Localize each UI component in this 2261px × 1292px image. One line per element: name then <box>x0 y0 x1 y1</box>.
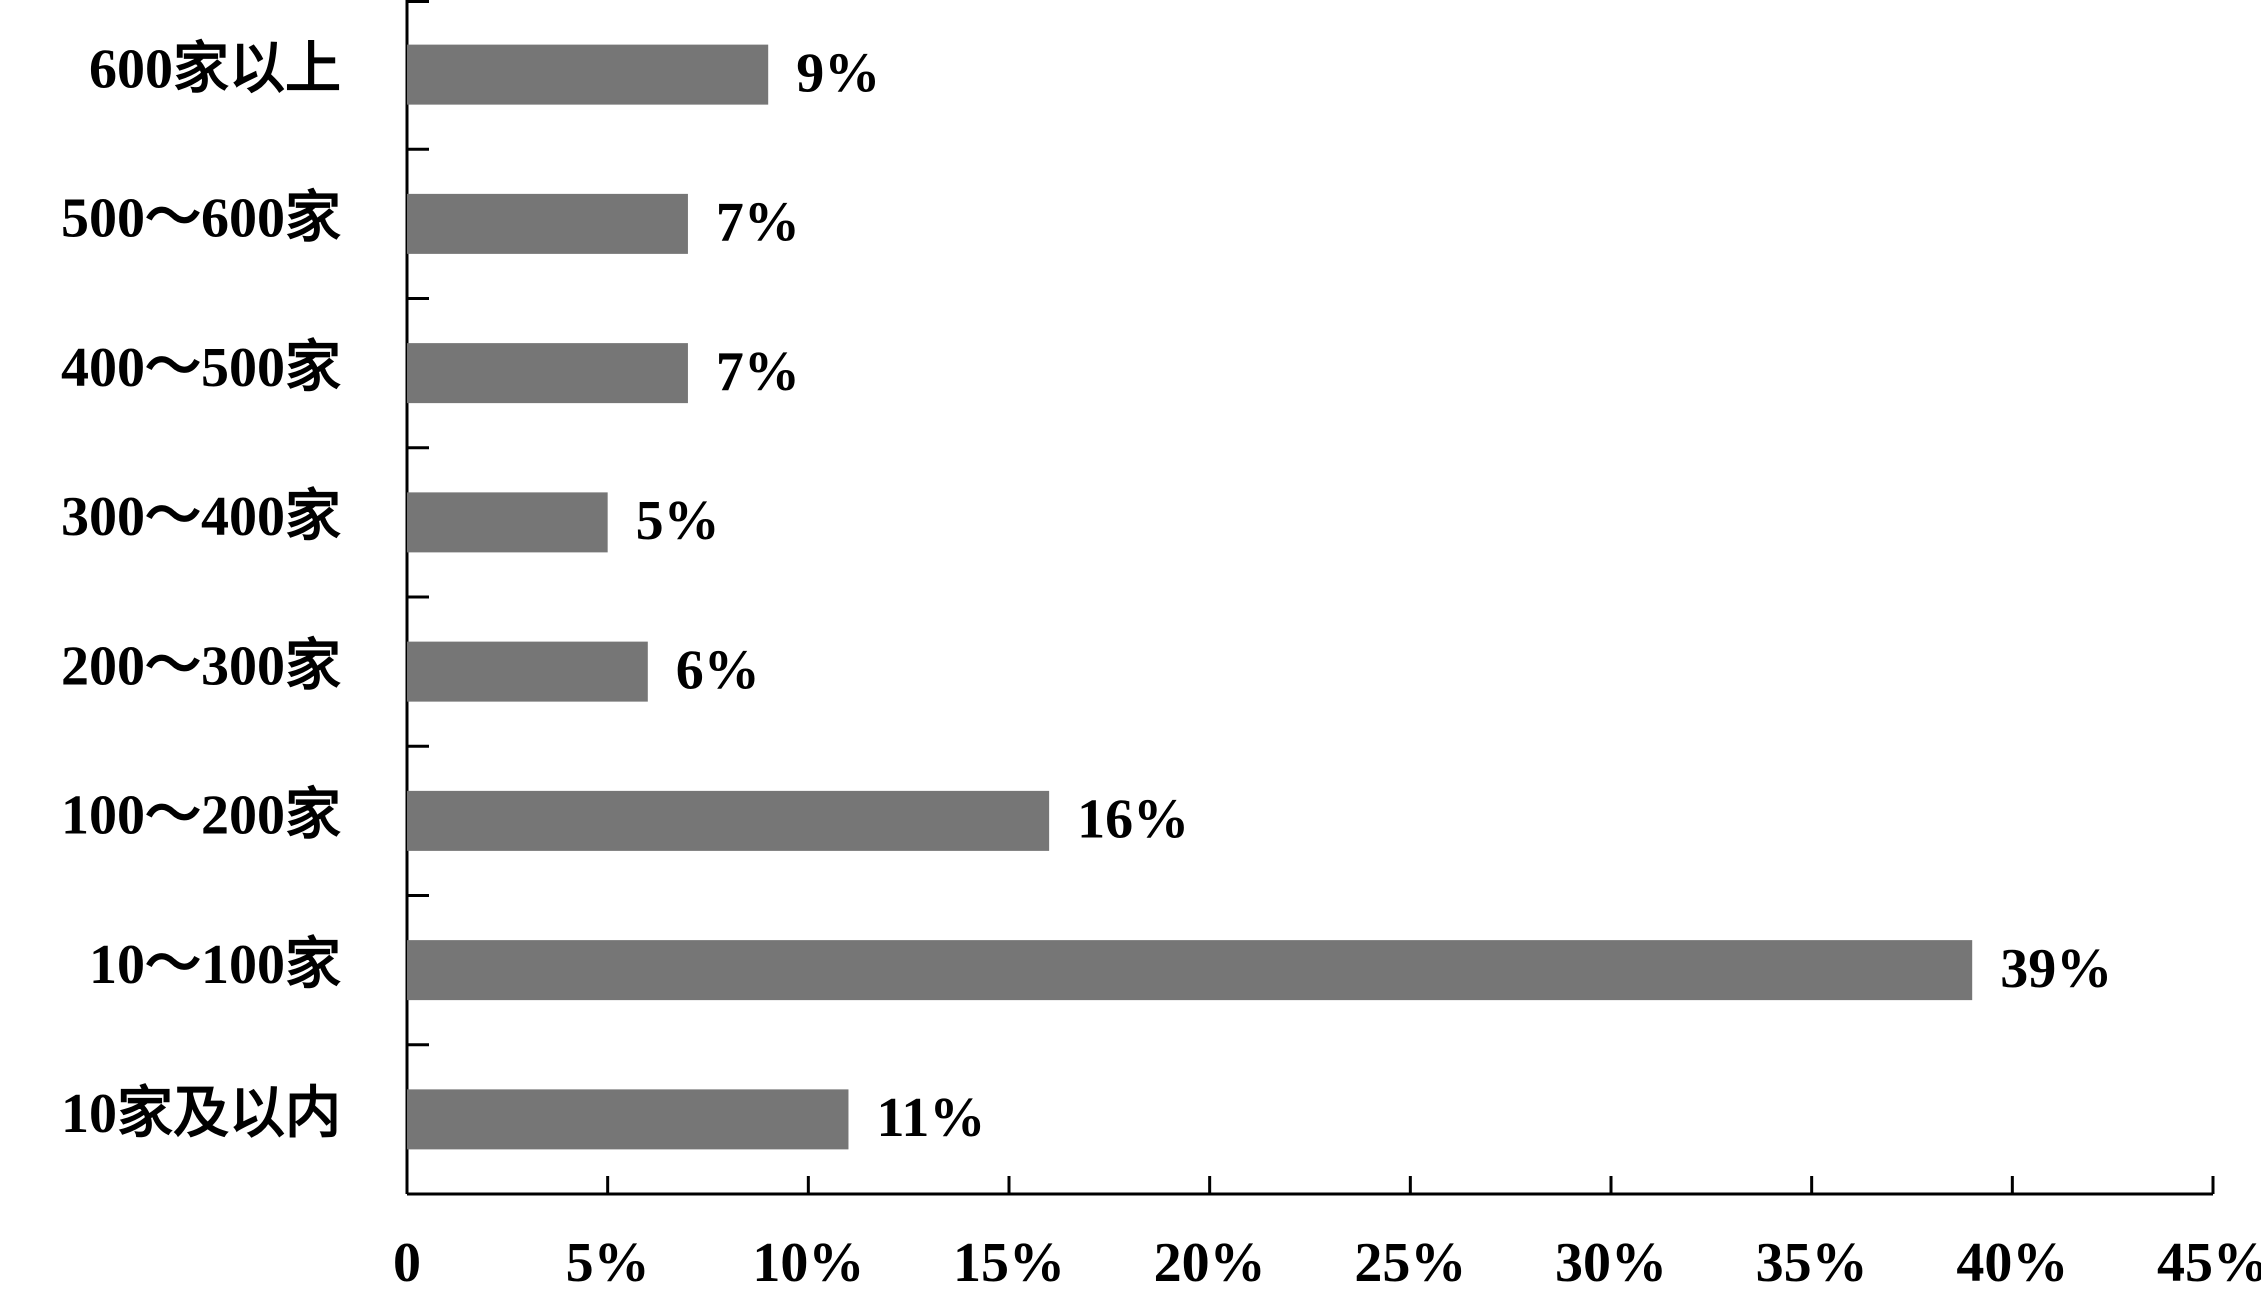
bar <box>407 790 1050 851</box>
value-label: 7% <box>716 192 800 254</box>
x-tick-label: 40% <box>1956 1232 2068 1292</box>
value-label: 16% <box>1077 789 1189 851</box>
value-label: 39% <box>2000 938 2112 1000</box>
value-label: 11% <box>876 1087 985 1149</box>
x-tick-label: 30% <box>1555 1232 1667 1292</box>
y-tick-label: 600家以上 <box>89 38 341 100</box>
y-tick-label: 500～600家 <box>61 188 341 250</box>
value-label: 9% <box>796 42 880 104</box>
x-tick-label: 5% <box>566 1232 650 1292</box>
bar <box>407 492 608 553</box>
y-tick-label: 300～400家 <box>61 486 341 548</box>
bar <box>407 1089 849 1150</box>
y-tick-label: 400～500家 <box>61 337 341 399</box>
x-tick-label: 25% <box>1354 1232 1466 1292</box>
y-tick-label: 10～100家 <box>89 934 341 996</box>
bar <box>407 44 769 105</box>
value-label: 7% <box>716 341 800 403</box>
bar <box>407 343 688 404</box>
value-label: 5% <box>636 490 720 552</box>
value-label: 6% <box>676 639 760 701</box>
y-tick-label: 10家及以内 <box>61 1083 341 1145</box>
bar <box>407 940 1973 1001</box>
x-tick-label: 15% <box>953 1232 1065 1292</box>
y-tick-label: 200～300家 <box>61 635 341 697</box>
x-tick-label: 10% <box>752 1232 864 1292</box>
y-tick-label: 100～200家 <box>61 785 341 847</box>
x-tick-label: 20% <box>1154 1232 1266 1292</box>
x-tick-label: 45% <box>2157 1232 2261 1292</box>
bar <box>407 641 648 702</box>
x-tick-label: 35% <box>1756 1232 1868 1292</box>
x-tick-label: 0 <box>393 1232 421 1292</box>
bar <box>407 193 688 254</box>
